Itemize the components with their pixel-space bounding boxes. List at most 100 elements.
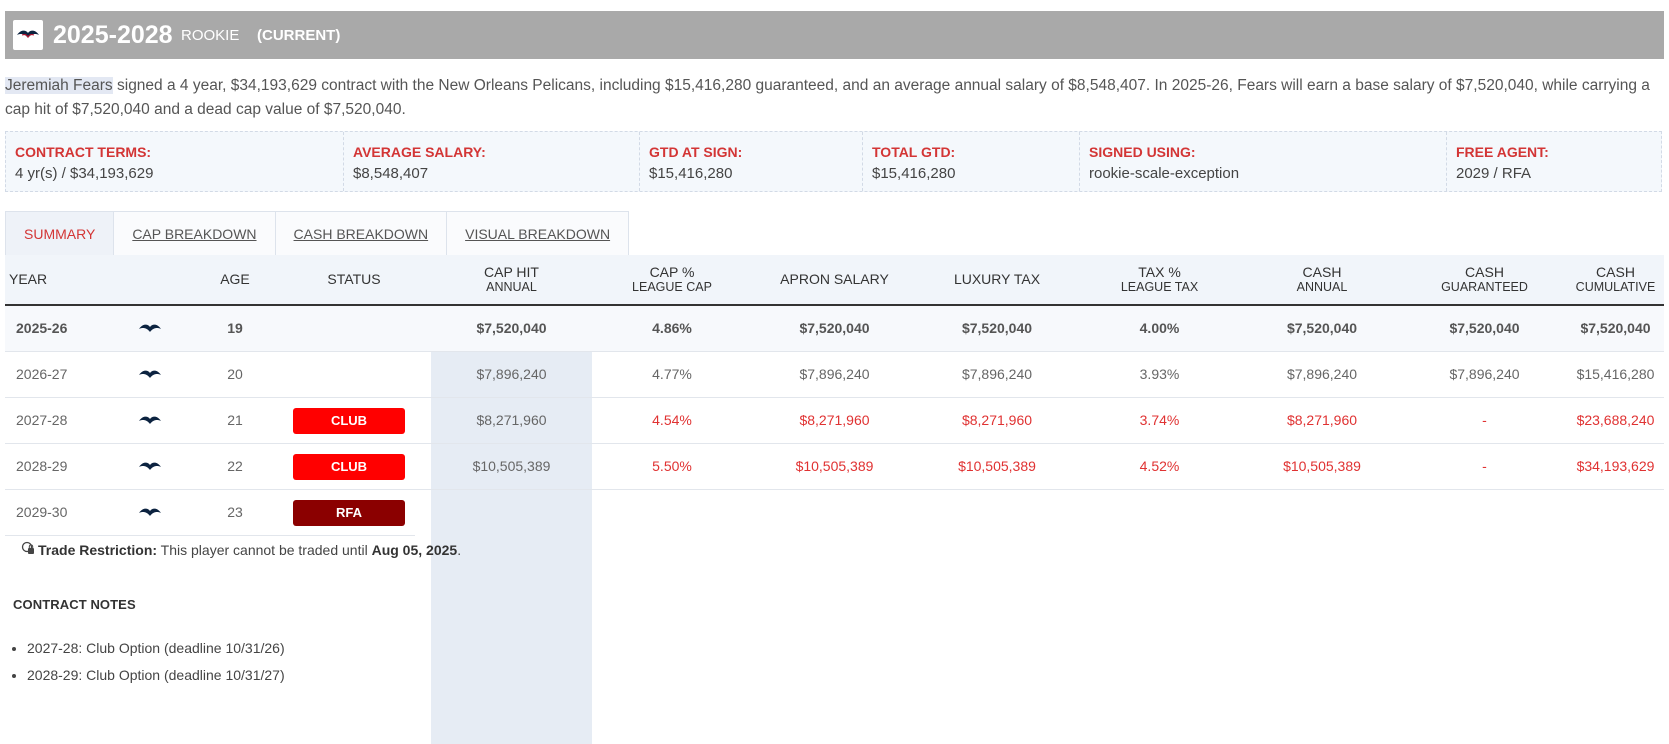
trade-restriction-period: . (457, 541, 462, 558)
age-cell: 23 (227, 504, 243, 520)
header-cash-annual: CASH ANNUAL (1296, 263, 1348, 294)
term-label: CONTRACT TERMS: (15, 144, 152, 160)
term-label: TOTAL GTD: (872, 144, 956, 160)
tax-pct-cell: 4.52% (1139, 458, 1180, 474)
header-apron-salary: APRON SALARY (780, 271, 889, 287)
pelicans-logo-icon (125, 352, 175, 397)
luxury-tax-cell: $10,505,389 (958, 458, 1036, 474)
breakdown-tabs: SUMMARY CAP BREAKDOWN CASH BREAKDOWN VIS… (5, 211, 630, 256)
header-year: YEAR (9, 271, 48, 287)
term-total-gtd: TOTAL GTD: $15,416,280 (863, 132, 1080, 191)
luxury-tax-cell: $8,271,960 (961, 412, 1033, 428)
age-cell: 22 (227, 458, 243, 474)
pelicans-logo-icon (125, 398, 175, 443)
table-row: 2029-30 23 RFA (5, 490, 415, 536)
rfa-badge: RFA (293, 500, 405, 526)
trade-restriction-text: This player cannot be traded until (157, 541, 372, 558)
term-gtd-at-sign: GTD AT SIGN: $15,416,280 (640, 132, 863, 191)
term-value: 2029 / RFA (1456, 165, 1532, 182)
tab-cap-breakdown[interactable]: CAP BREAKDOWN (114, 212, 276, 256)
trade-restriction: Trade Restriction: This player cannot be… (21, 541, 461, 558)
contract-notes-title: CONTRACT NOTES (13, 597, 136, 612)
header-cash-cumulative: CASH CUMULATIVE (1575, 263, 1656, 294)
header-tax-pct: TAX % LEAGUE TAX (1120, 263, 1199, 294)
cash-annual-cell: $7,520,040 (1286, 320, 1358, 336)
tax-pct-cell: 3.74% (1139, 412, 1180, 428)
header-cash-guaranteed: CASH GUARANTEED (1441, 263, 1528, 294)
contract-header: 2025-2028 ROOKIE (CURRENT) (5, 11, 1664, 59)
cap-hit-cell: $7,896,240 (476, 366, 547, 382)
header-luxury-tax: LUXURY TAX (953, 271, 1041, 287)
year-cell: 2027-28 (16, 412, 68, 428)
cap-pct-cell: 5.50% (652, 458, 692, 474)
table-row: 2027-28 21 CLUB $8,271,960 4.54% $8,271,… (5, 398, 1664, 444)
term-value: $8,548,407 (353, 165, 429, 182)
trade-restriction-label: Trade Restriction: (38, 541, 158, 558)
contract-summary: Jeremiah Fears signed a 4 year, $34,193,… (5, 74, 1660, 122)
pelicans-logo-icon (13, 20, 43, 50)
cash-annual-cell: $7,896,240 (1286, 366, 1358, 382)
cash-guaranteed-cell: - (1482, 458, 1487, 474)
term-label: SIGNED USING: (1089, 144, 1196, 160)
player-name-link[interactable]: Jeremiah Fears (5, 77, 113, 94)
table-row: 2026-27 20 $7,896,240 4.77% $7,896,240 $… (5, 352, 1664, 398)
cap-pct-cell: 4.86% (652, 320, 692, 336)
term-value: 4 yr(s) / $34,193,629 (15, 165, 154, 182)
tab-summary[interactable]: SUMMARY (6, 212, 115, 256)
term-value: rookie-scale-exception (1089, 165, 1240, 182)
contract-notes-list: 2027-28: Club Option (deadline 10/31/26)… (12, 640, 285, 694)
header-cap-pct: CAP % LEAGUE CAP (632, 263, 712, 294)
pelicans-logo-icon (125, 490, 175, 535)
age-cell: 20 (227, 366, 243, 382)
cash-annual-cell: $8,271,960 (1286, 412, 1358, 428)
year-cell: 2028-29 (16, 458, 68, 474)
tax-pct-cell: 3.93% (1139, 366, 1180, 382)
term-label: AVERAGE SALARY: (353, 144, 486, 160)
term-contract-terms: CONTRACT TERMS: 4 yr(s) / $34,193,629 (6, 132, 344, 191)
term-label: FREE AGENT: (1456, 144, 1549, 160)
contract-years: 2025-2028 (53, 21, 173, 49)
contract-terms-bar: CONTRACT TERMS: 4 yr(s) / $34,193,629 AV… (5, 131, 1662, 192)
term-average-salary: AVERAGE SALARY: $8,548,407 (344, 132, 640, 191)
cap-pct-cell: 4.54% (652, 412, 692, 428)
apron-salary-cell: $8,271,960 (799, 412, 870, 428)
age-cell: 19 (227, 320, 243, 336)
cash-guaranteed-cell: - (1482, 412, 1487, 428)
summary-text: signed a 4 year, $34,193,629 contract wi… (5, 77, 1650, 118)
header-status: STATUS (327, 271, 381, 287)
table-row: 2028-29 22 CLUB $10,505,389 5.50% $10,50… (5, 444, 1664, 490)
club-option-badge: CLUB (293, 454, 405, 480)
cash-cumulative-cell: $7,520,040 (1580, 320, 1651, 336)
cash-annual-cell: $10,505,389 (1283, 458, 1361, 474)
list-item: 2027-28: Club Option (deadline 10/31/26) (27, 640, 285, 667)
tax-pct-cell: 4.00% (1139, 320, 1180, 336)
luxury-tax-cell: $7,520,040 (961, 320, 1033, 336)
table-header: YEAR AGE STATUS CAP HIT ANNUAL CAP % LEAGU… (5, 255, 1664, 306)
cash-cumulative-cell: $34,193,629 (1576, 458, 1655, 474)
term-value: $15,416,280 (649, 165, 733, 182)
apron-salary-cell: $10,505,389 (795, 458, 874, 474)
cap-hit-cell: $10,505,389 (472, 458, 551, 474)
term-free-agent: FREE AGENT: 2029 / RFA (1447, 132, 1661, 191)
term-signed-using: SIGNED USING: rookie-scale-exception (1080, 132, 1447, 191)
year-cell: 2026-27 (16, 366, 68, 382)
pelicans-logo-icon (125, 306, 175, 351)
term-label: GTD AT SIGN: (649, 144, 743, 160)
age-cell: 21 (227, 412, 243, 428)
cap-pct-cell: 4.77% (652, 366, 692, 382)
tab-cash-breakdown[interactable]: CASH BREAKDOWN (275, 212, 448, 256)
year-cell: 2029-30 (16, 504, 68, 520)
cap-hit-cell: $8,271,960 (476, 412, 547, 428)
trade-restriction-date: Aug 05, 2025 (371, 541, 458, 558)
lock-icon (21, 541, 35, 558)
tab-visual-breakdown[interactable]: VISUAL BREAKDOWN (447, 212, 629, 256)
apron-salary-cell: $7,520,040 (799, 320, 870, 336)
year-cell: 2025-26 (16, 320, 68, 336)
club-option-badge: CLUB (293, 408, 405, 434)
list-item: 2028-29: Club Option (deadline 10/31/27) (27, 667, 285, 694)
term-value: $15,416,280 (872, 165, 956, 182)
cash-cumulative-cell: $15,416,280 (1576, 366, 1655, 382)
luxury-tax-cell: $7,896,240 (961, 366, 1033, 382)
table-row: 2025-26 19 $7,520,040 4.86% $7,520,040 $… (5, 306, 1664, 352)
contract-type: ROOKIE (181, 27, 240, 44)
